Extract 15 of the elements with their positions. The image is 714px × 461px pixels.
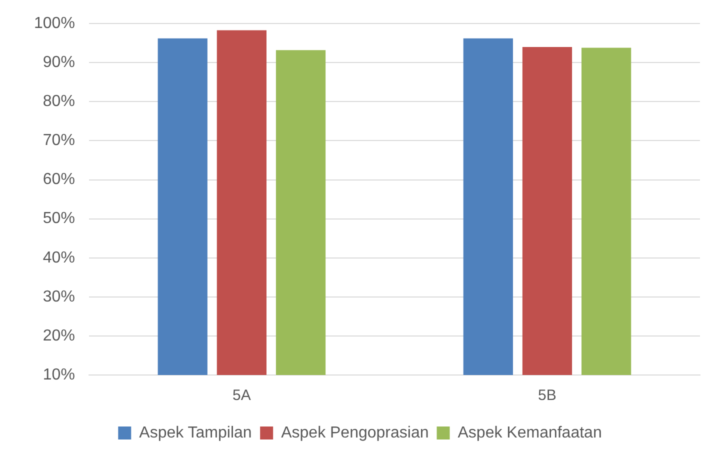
y-tick-label: 40% (42, 249, 75, 266)
y-tick-label: 50% (42, 210, 75, 228)
y-tick-label: 80% (42, 93, 75, 110)
y-tick-label: 90% (42, 54, 75, 72)
x-tick-label: 5B (538, 387, 556, 404)
x-tick-label: 5A (232, 387, 251, 404)
y-tick-label: 100% (34, 15, 75, 32)
legend-label: Aspek Tampilan (139, 424, 252, 442)
legend-label: Aspek Pengoprasian (281, 424, 429, 442)
y-tick-label: 60% (42, 171, 75, 188)
legend-label: Aspek Kemanfaatan (458, 424, 602, 442)
y-tick-label: 70% (42, 132, 75, 150)
y-tick-label: 30% (42, 288, 75, 306)
y-tick-label: 20% (42, 327, 75, 344)
y-tick-label: 10% (42, 366, 75, 384)
